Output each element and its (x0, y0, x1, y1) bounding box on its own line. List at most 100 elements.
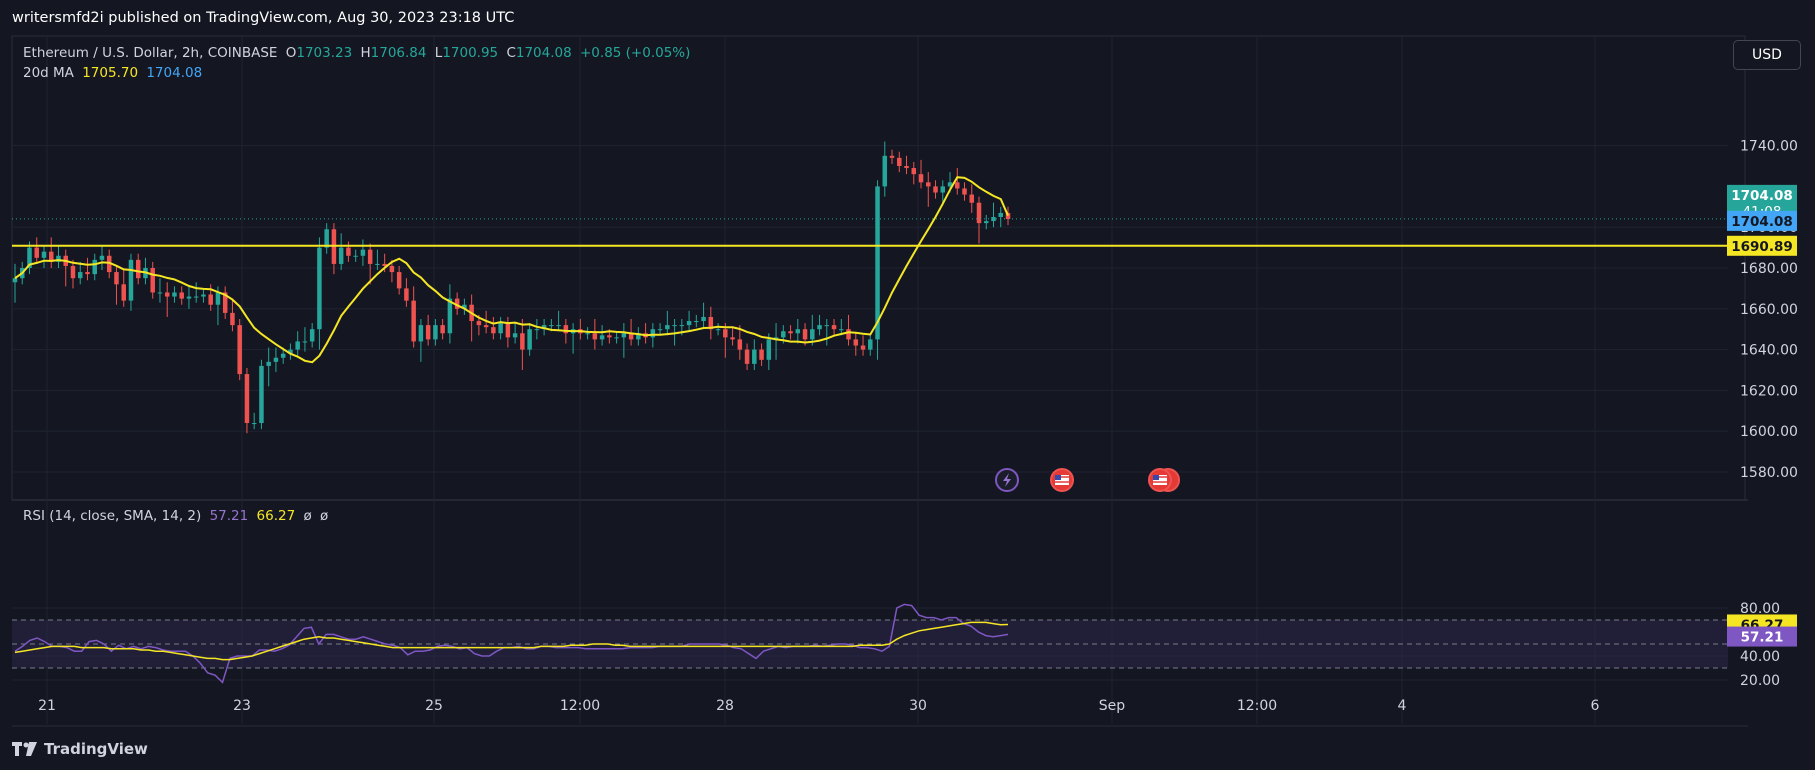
candle-body (860, 345, 866, 350)
ma-legend: 20d MA 1705.70 1704.08 (23, 65, 206, 81)
candle-body (309, 329, 315, 342)
rsi-value: 57.21 (209, 508, 249, 524)
candle-body (585, 333, 590, 335)
rsi-tick-label: 80.00 (1740, 601, 1780, 617)
candle-body (686, 321, 692, 326)
candle-body (744, 349, 750, 364)
candle-body (701, 316, 706, 322)
last-price-label: 1704.08 (1731, 188, 1793, 204)
candle-body (447, 298, 453, 334)
candle-body (657, 329, 663, 331)
high-label: H (360, 45, 371, 61)
candle-body (280, 353, 286, 358)
candle-body (947, 182, 953, 187)
candle-body (984, 221, 989, 224)
candle-body (367, 249, 373, 264)
candle-body (911, 168, 917, 175)
candle-body (317, 247, 322, 330)
open-value: 1703.23 (296, 45, 353, 61)
candle-body (375, 263, 380, 265)
candle-body (106, 255, 112, 273)
top-bar: writersmfd2i published on TradingView.co… (0, 0, 1815, 36)
candle-body (875, 186, 880, 340)
tradingview-logo[interactable]: TradingView (12, 740, 148, 758)
candle-body (483, 325, 489, 328)
candle-body (839, 329, 844, 331)
candle-body (679, 325, 685, 327)
candle-body (454, 298, 460, 309)
candle-body (440, 325, 445, 334)
candle-body (353, 255, 358, 257)
candle-body (527, 329, 532, 350)
candle-body (135, 259, 141, 279)
candle-body (273, 357, 279, 362)
ma-line (14, 176, 1009, 364)
candle-body (636, 333, 641, 340)
candle-body (157, 292, 163, 294)
candle-body (788, 331, 793, 334)
lightning-event-icon (995, 468, 1019, 492)
us-flag-event-icon-2 (1148, 468, 1180, 492)
rsi-tick-label: 20.00 (1740, 673, 1780, 689)
candle-body (396, 272, 402, 289)
candle-body (85, 272, 90, 275)
candle-body (259, 365, 264, 424)
rsi-legend: RSI (14, close, SMA, 14, 2) 57.21 66.27 … (23, 508, 332, 524)
y-tick-label: 1660.00 (1740, 302, 1798, 318)
candle-body (976, 202, 982, 224)
x-tick-label: 6 (1591, 698, 1600, 714)
candle-body (338, 247, 344, 264)
candle-body (498, 323, 503, 334)
x-tick-label: 28 (716, 698, 734, 714)
close-label: C (506, 45, 516, 61)
candle-body (868, 339, 873, 350)
x-tick-label: Sep (1099, 698, 1126, 714)
candle-body (831, 325, 837, 330)
candle-body (41, 251, 47, 258)
candle-body (955, 182, 960, 189)
us-flag-event-icon (1050, 468, 1074, 492)
candle-body (991, 217, 996, 222)
candle-body (48, 251, 54, 262)
candle-body (752, 349, 757, 364)
candle-body (853, 339, 859, 346)
candle-body (628, 333, 634, 340)
candle-body (940, 186, 946, 193)
candle-body (77, 272, 83, 279)
rsi-price-label-bg (1727, 626, 1797, 647)
candle-body (592, 333, 598, 340)
currency-button[interactable]: USD (1733, 40, 1801, 70)
candle-body (824, 325, 830, 327)
rsi-empty-1: ø (303, 508, 312, 524)
candle-body (411, 300, 416, 342)
x-tick-label: 12:00 (1237, 698, 1277, 714)
candle-body (193, 296, 199, 298)
candle-body (969, 194, 975, 203)
candle-body (534, 329, 540, 331)
rsi-label: RSI (14, close, SMA, 14, 2) (23, 508, 202, 524)
candle-body (817, 325, 822, 330)
main-legend: Ethereum / U.S. Dollar, 2h, COINBASE O17… (23, 45, 694, 61)
candle-body (418, 325, 424, 342)
candle-body (230, 312, 235, 326)
ma-value-1: 1705.70 (82, 65, 139, 81)
rsi-ma-value: 66.27 (256, 508, 296, 524)
candle-body (926, 182, 931, 187)
candle-body (215, 292, 221, 305)
candle-body (730, 337, 735, 340)
candle-body (889, 155, 895, 158)
candle-body (802, 329, 808, 340)
candle-body (34, 247, 39, 258)
candle-body (164, 292, 170, 297)
brand-name: TradingView (44, 740, 148, 758)
close-price-label: 1704.08 (1731, 214, 1793, 230)
candle-body (998, 212, 1003, 217)
candle-body (244, 374, 250, 424)
candle-body (650, 329, 656, 338)
candle-body (599, 335, 605, 340)
candle-body (425, 325, 431, 340)
candle-body (607, 335, 612, 338)
candle-body (962, 188, 967, 195)
tradingview-logo-icon (12, 742, 37, 756)
